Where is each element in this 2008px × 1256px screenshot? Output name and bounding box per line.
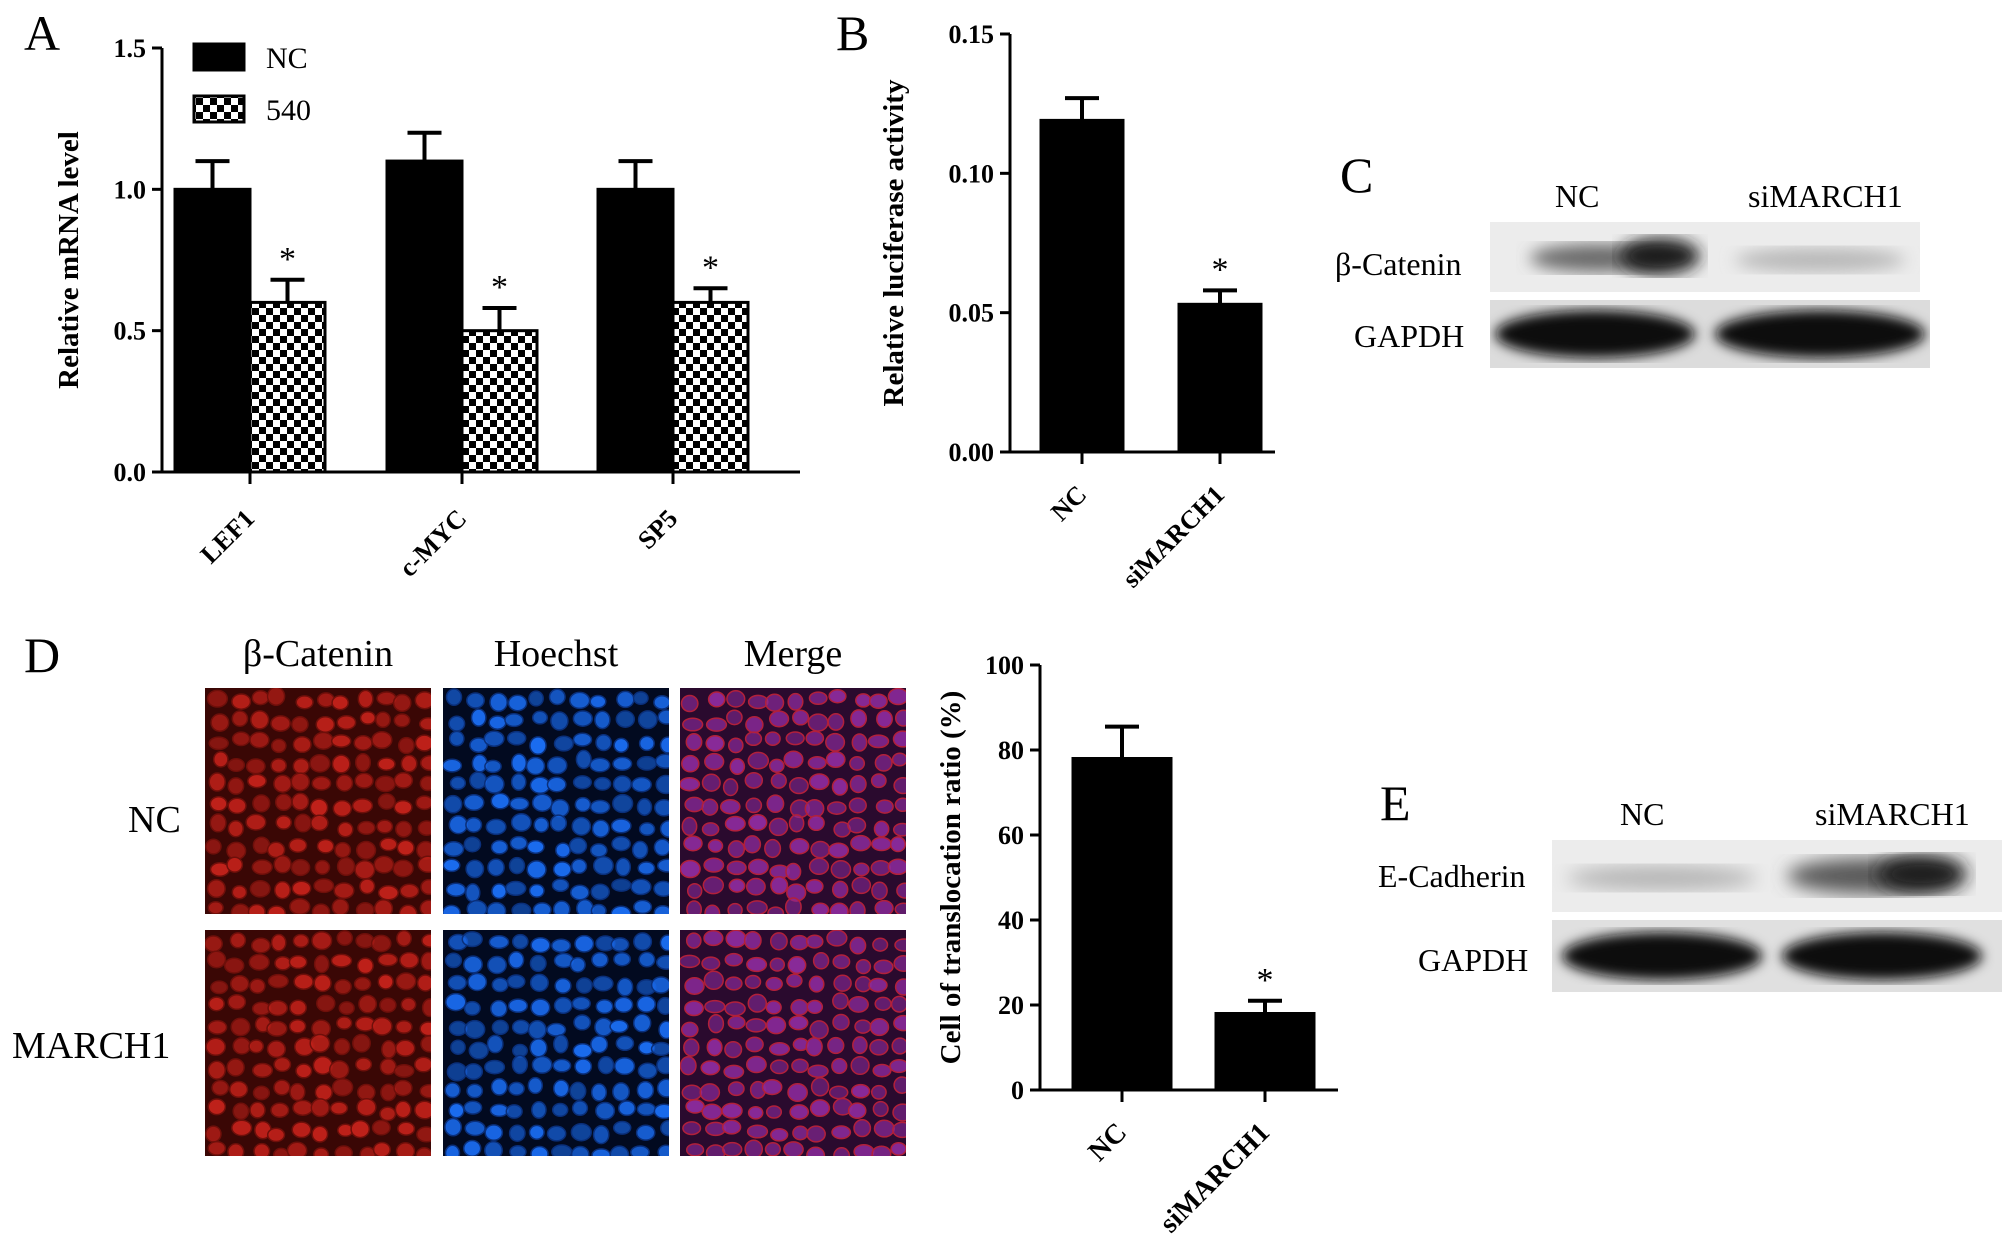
micro-tile-march1-beta-catenin	[205, 930, 431, 1156]
chart-d-category-label: NC	[1082, 1117, 1133, 1168]
chart-a-legend-label: 540	[266, 94, 311, 127]
panel-label-a: A	[24, 5, 61, 61]
chart-a-ytick-label: 0.5	[114, 317, 147, 346]
chart-a-bar	[173, 187, 252, 474]
blot-e-e-cadherin-bands	[1552, 840, 2002, 912]
chart-a-legend-label: NC	[266, 42, 308, 75]
chart-a-ytick-label: 0.0	[114, 458, 147, 487]
chart-a-significance-star: *	[279, 241, 296, 278]
micro-col-merge: Merge	[743, 633, 843, 675]
chart-d-bar	[1071, 757, 1173, 1092]
blot-c-beta-catenin-bands	[1490, 222, 1920, 292]
chart-a-y-label: Relative mRNA level	[53, 131, 85, 389]
chart-b-category-label: siMARCH1	[1117, 480, 1230, 593]
micro-tile-march1-hoechst	[443, 930, 669, 1156]
chart-a-bar	[385, 159, 464, 474]
micro-tile-nc-hoechst	[443, 688, 669, 914]
chart-a-significance-star: *	[491, 269, 508, 306]
chart-a-ytick-label: 1.0	[114, 175, 147, 204]
chart-a-bar	[596, 187, 675, 474]
chart-d-ytick-label: 60	[998, 821, 1024, 850]
panel-label-e: E	[1380, 775, 1411, 831]
chart-a-legend-swatch	[192, 42, 246, 72]
chart-d-y-label: Cell of translocation ratio (%)	[935, 691, 967, 1065]
blot-e-gapdh-bands	[1552, 920, 2002, 992]
chart-b-ytick-label: 0.00	[949, 438, 995, 467]
chart-a-category-label: LEF1	[195, 504, 260, 569]
blot-e-row-gapdh: GAPDH	[1418, 942, 1529, 978]
micro-col-beta-catenin: β-Catenin	[242, 633, 394, 675]
chart-a-legend-swatch	[192, 94, 246, 124]
chart-a-bar	[460, 329, 539, 474]
chart-a-significance-star: *	[702, 249, 719, 286]
chart-d-ytick-label: 0	[1011, 1076, 1024, 1105]
micro-row-nc: NC	[128, 799, 181, 841]
micro-tile-nc-merge	[680, 688, 906, 914]
panel-label-c: C	[1340, 147, 1374, 203]
blot-c-lane-simarch1: siMARCH1	[1748, 178, 1903, 214]
chart-b-significance-star: *	[1212, 251, 1229, 288]
chart-a-ytick-label: 1.5	[114, 34, 147, 63]
blot-e-row-e-cadherin: E-Cadherin	[1378, 858, 1526, 894]
chart-a-category-label: c-MYC	[394, 504, 473, 583]
chart-d-ytick-label: 80	[998, 736, 1024, 765]
chart-b-y-label: Relative luciferase activity	[878, 79, 910, 406]
micro-tile-nc-beta-catenin	[205, 688, 431, 914]
blot-e-lane-simarch1: siMARCH1	[1815, 796, 1970, 832]
chart-a-bar	[671, 300, 750, 474]
chart-b-ytick-label: 0.05	[949, 299, 995, 328]
chart-d-significance-star: *	[1257, 962, 1274, 999]
chart-d-category-label: siMARCH1	[1154, 1117, 1276, 1239]
blot-c-gapdh-bands	[1490, 300, 1930, 368]
blot-c-lane-nc: NC	[1555, 178, 1600, 214]
chart-b-category-label: NC	[1045, 480, 1092, 527]
chart-a-category-label: SP5	[632, 504, 683, 555]
chart-b-ytick-label: 0.10	[949, 159, 995, 188]
chart-d-bar	[1214, 1012, 1316, 1092]
micro-col-hoechst: Hoechst	[493, 633, 619, 675]
panel-label-b: B	[836, 5, 870, 61]
blot-c-row-gapdh: GAPDH	[1354, 318, 1465, 354]
chart-a-bar	[248, 300, 327, 474]
chart-d-ytick-label: 40	[998, 906, 1024, 935]
micro-row-march1: MARCH1	[12, 1025, 171, 1067]
chart-b-bar	[1039, 118, 1125, 454]
chart-d-ytick-label: 20	[998, 991, 1024, 1020]
panel-label-d: D	[24, 627, 61, 683]
blot-c-row-beta-catenin: β-Catenin	[1335, 246, 1462, 282]
micro-tile-march1-merge	[680, 930, 906, 1156]
chart-d-ytick-label: 100	[985, 651, 1024, 680]
chart-b-bar	[1177, 302, 1263, 454]
chart-b-ytick-label: 0.15	[949, 20, 995, 49]
blot-e-lane-nc: NC	[1620, 796, 1665, 832]
